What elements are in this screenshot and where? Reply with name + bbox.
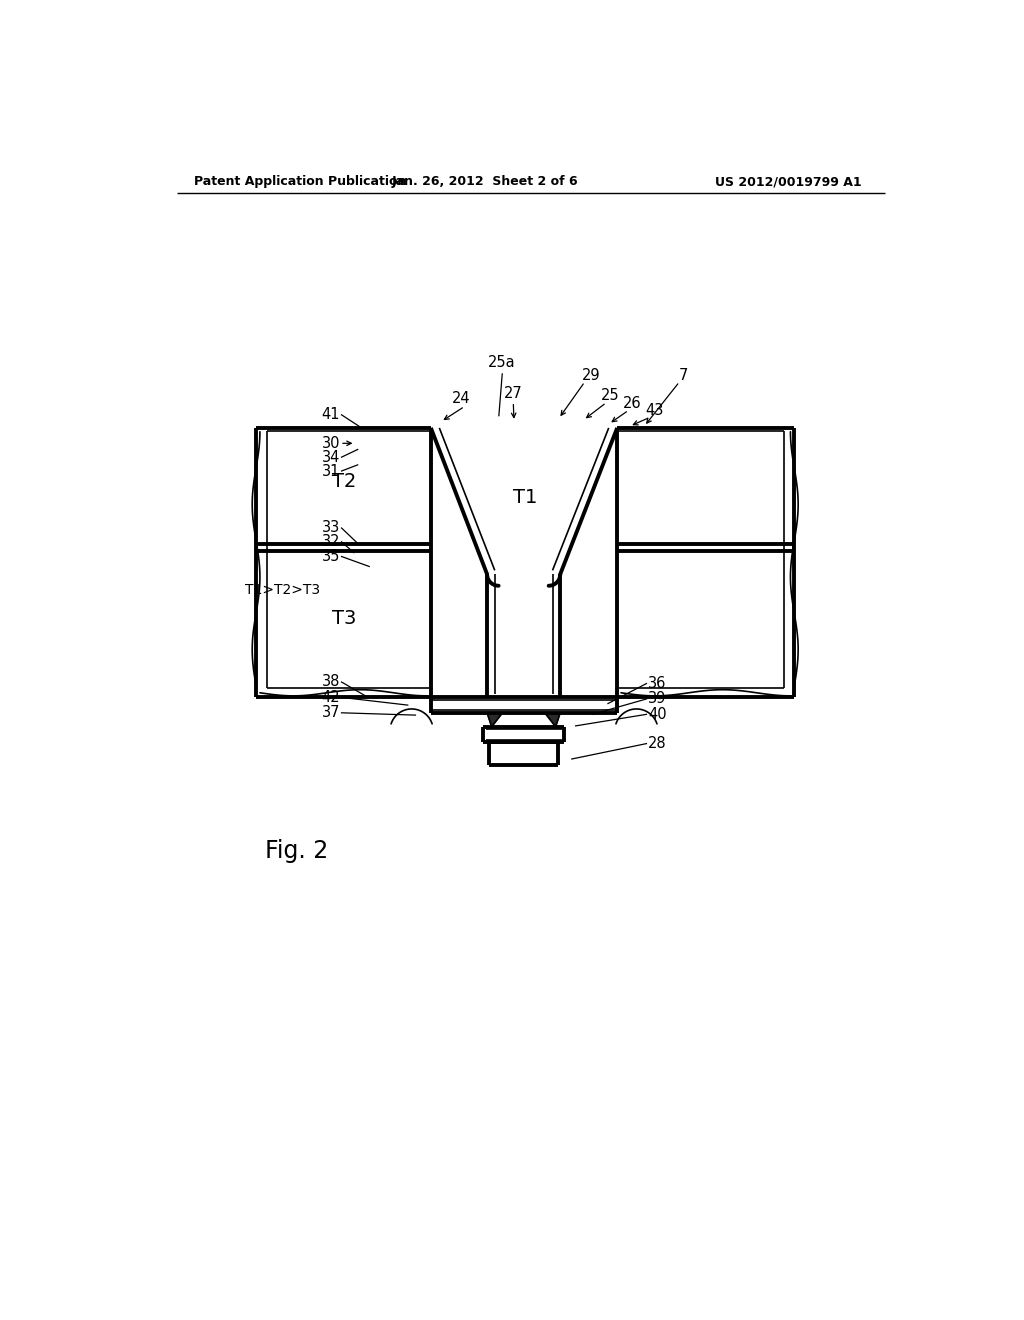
Text: 41: 41 [322, 408, 340, 422]
Text: 40: 40 [648, 706, 667, 722]
Text: 39: 39 [648, 692, 667, 706]
Text: Jan. 26, 2012  Sheet 2 of 6: Jan. 26, 2012 Sheet 2 of 6 [391, 176, 579, 187]
Text: 30: 30 [322, 436, 340, 451]
Text: US 2012/0019799 A1: US 2012/0019799 A1 [716, 176, 862, 187]
Text: 25: 25 [601, 388, 620, 403]
Text: T3: T3 [333, 610, 356, 628]
Polygon shape [545, 713, 560, 726]
Text: 35: 35 [322, 549, 340, 564]
Text: 29: 29 [582, 368, 600, 383]
Text: 31: 31 [322, 463, 340, 479]
Text: 43: 43 [645, 404, 664, 418]
Text: T2: T2 [333, 473, 356, 491]
Text: Fig. 2: Fig. 2 [265, 840, 329, 863]
Text: T1: T1 [513, 487, 537, 507]
Polygon shape [487, 713, 503, 726]
Text: 38: 38 [322, 675, 340, 689]
Text: 26: 26 [624, 396, 642, 411]
Text: 7: 7 [679, 368, 688, 383]
Text: 42: 42 [322, 690, 340, 705]
Text: 33: 33 [322, 520, 340, 536]
Text: 36: 36 [648, 676, 667, 692]
Text: 34: 34 [322, 450, 340, 465]
Text: 24: 24 [453, 391, 471, 407]
Text: 27: 27 [504, 385, 522, 401]
Text: T1>T2>T3: T1>T2>T3 [245, 582, 319, 597]
Text: 25a: 25a [487, 355, 515, 370]
Text: 37: 37 [322, 705, 340, 721]
Text: 28: 28 [648, 737, 667, 751]
Text: Patent Application Publication: Patent Application Publication [194, 176, 407, 187]
Text: 32: 32 [322, 535, 340, 549]
